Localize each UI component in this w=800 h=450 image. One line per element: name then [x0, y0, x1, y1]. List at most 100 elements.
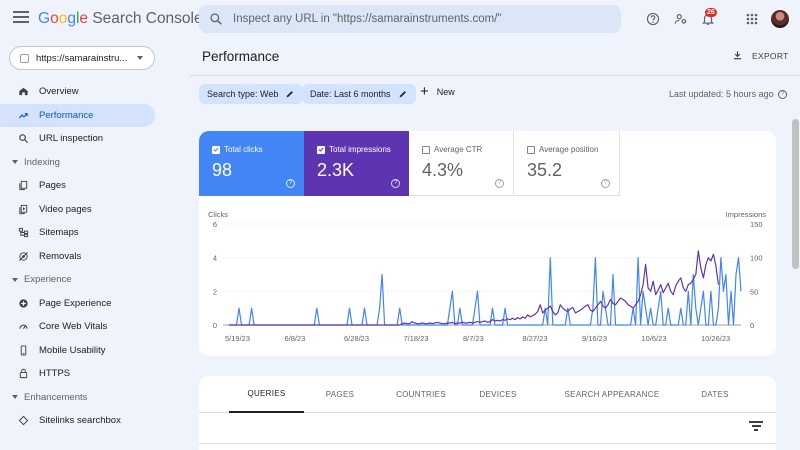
report-tabs: QUERIES PAGES COUNTRIES DEVICES SEARCH APPEA… [199, 376, 776, 413]
filter-rows-icon[interactable] [749, 421, 763, 433]
metric-value: 98 [212, 160, 233, 180]
help-icon[interactable]: ? [286, 179, 295, 188]
page-title: Performance [202, 49, 280, 64]
metric-total-impressions[interactable]: Total impressions 2.3K ? [304, 131, 409, 196]
sidebar-item-page-experience[interactable]: Page Experience [0, 292, 155, 316]
x-tick-label: 7/18/23 [404, 334, 429, 343]
edit-icon [287, 91, 294, 98]
filter-chip-date[interactable]: Date: Last 6 months [302, 84, 416, 104]
filter-chip-search-type[interactable]: Search type: Web [199, 84, 304, 104]
metric-average-ctr[interactable]: Average CTR 4.3% ? [409, 131, 514, 196]
help-icon[interactable]: ? [391, 179, 400, 188]
pages-icon [17, 180, 29, 192]
sidebar-item-pages[interactable]: Pages [0, 174, 155, 198]
lock-icon [17, 368, 29, 380]
sidebar-section-title: Enhancements [24, 391, 88, 403]
sidebar-item-sitemaps[interactable]: Sitemaps [0, 221, 155, 245]
removals-icon [17, 250, 29, 262]
sidebar-section-indexing[interactable]: Indexing [0, 151, 160, 175]
help-icon[interactable]: ? [601, 179, 610, 188]
sidebar-section-experience[interactable]: Experience [0, 268, 160, 292]
y-tick-label-right: 0 [750, 321, 754, 330]
y-tick-label-left: 4 [213, 254, 217, 263]
sidebar-item-label: Sitemaps [39, 227, 79, 239]
tab-pages[interactable]: PAGES [325, 390, 355, 399]
x-tick-label: 9/16/23 [582, 334, 607, 343]
y-tick-label-right: 150 [750, 220, 763, 229]
x-tick-label: 6/8/23 [285, 334, 306, 343]
edit-icon [399, 91, 406, 98]
sidebar-item-label: Core Web Vitals [39, 321, 108, 333]
collapse-arrow-icon [12, 277, 18, 282]
app-logo[interactable]: Google Search Console [38, 10, 203, 28]
sitemap-icon [17, 227, 29, 239]
y-tick-label-right: 100 [750, 254, 763, 263]
help-icon[interactable]: ? [495, 179, 504, 188]
property-selector[interactable]: https://samarainstru... [9, 46, 155, 70]
x-tick-label: 8/7/23 [463, 334, 484, 343]
last-updated-text: Last updated: 5 hours ago ? [669, 89, 788, 100]
page-experience-icon [17, 297, 29, 309]
tab-countries[interactable]: COUNTRIES [396, 390, 446, 399]
chevron-down-icon [137, 56, 143, 60]
sidebar-item-https[interactable]: HTTPS [0, 362, 155, 386]
x-tick-label: 5/19/23 [225, 334, 250, 343]
new-filter-button[interactable]: + New [420, 84, 455, 99]
metric-label: Average CTR [434, 145, 483, 154]
video-pages-icon [17, 203, 29, 215]
sidebar-item-label: Page Experience [39, 297, 112, 309]
url-inspect-input[interactable] [233, 13, 603, 25]
tab-queries[interactable]: QUERIES [229, 376, 304, 413]
checkbox-checked-icon[interactable] [317, 145, 325, 154]
table-header-divider [199, 443, 776, 444]
metric-average-position[interactable]: Average position 35.2 ? [514, 131, 620, 196]
sidebar-item-overview[interactable]: Overview [0, 80, 155, 104]
sidebar-item-label: URL inspection [39, 133, 104, 145]
new-filter-label: New [436, 87, 455, 97]
mobile-icon [17, 344, 29, 356]
filter-chip-label: Date: Last 6 months [310, 89, 391, 99]
checkbox-unchecked-icon[interactable] [422, 145, 430, 154]
tab-dates[interactable]: DATES [701, 390, 729, 399]
url-inspect-search-bar[interactable] [199, 5, 621, 33]
sidebar-item-video-pages[interactable]: Video pages [0, 198, 155, 222]
sidebar-item-label: HTTPS [39, 368, 71, 380]
checkbox-checked-icon[interactable] [212, 145, 220, 154]
x-tick-label: 10/26/23 [701, 334, 730, 343]
sidebar-item-removals[interactable]: Removals [0, 245, 155, 269]
sidebar-item-label: Video pages [39, 203, 92, 215]
export-button[interactable]: EXPORT [732, 50, 789, 61]
sidebar-item-url-inspection[interactable]: URL inspection [0, 127, 155, 151]
account-avatar[interactable] [771, 10, 789, 28]
y-tick-label-left: 2 [213, 287, 217, 296]
trending-up-icon [17, 109, 29, 121]
apps-grid-icon[interactable] [743, 10, 761, 28]
performance-line-chart: Clicks Impressions 0 2 4 6 0 50 100 150 5/19/23 6/8… [208, 210, 766, 343]
help-icon[interactable]: ? [778, 90, 788, 100]
tab-devices[interactable]: DEVICES [479, 390, 517, 399]
sidebar-item-core-web-vitals[interactable]: Core Web Vitals [0, 315, 155, 339]
top-bar: Google Search Console 26 [0, 0, 800, 38]
x-tick-label: 10/6/23 [642, 334, 667, 343]
sidebar-item-mobile-usability[interactable]: Mobile Usability [0, 339, 155, 363]
checkbox-unchecked-icon[interactable] [527, 145, 535, 154]
sidebar-item-sitelinks-searchbox[interactable]: Sitelinks searchbox [0, 409, 155, 433]
sidebar-item-label: Mobile Usability [39, 344, 106, 356]
metric-label: Average position [539, 145, 599, 154]
main-menu-icon[interactable] [13, 11, 29, 25]
metric-total-clicks[interactable]: Total clicks 98 ? [199, 131, 304, 196]
sidebar-item-performance[interactable]: Performance [0, 103, 155, 127]
tab-search-appearance[interactable]: SEARCH APPEARANCE [564, 390, 660, 399]
manage-users-icon[interactable] [672, 10, 690, 28]
x-tick-label: 8/27/23 [523, 334, 548, 343]
collapse-arrow-icon [12, 395, 18, 400]
sidebar-item-label: Sitelinks searchbox [39, 415, 121, 427]
search-icon [210, 13, 222, 25]
sidebar-section-title: Indexing [24, 156, 60, 168]
sidebar-section-enhancements[interactable]: Enhancements [0, 386, 160, 410]
series-line-impressions [229, 250, 719, 326]
page-scrollbar-thumb[interactable] [792, 119, 799, 269]
sidebar-section-title: Experience [24, 274, 72, 286]
sitelinks-icon [17, 415, 29, 427]
help-icon[interactable] [644, 10, 662, 28]
